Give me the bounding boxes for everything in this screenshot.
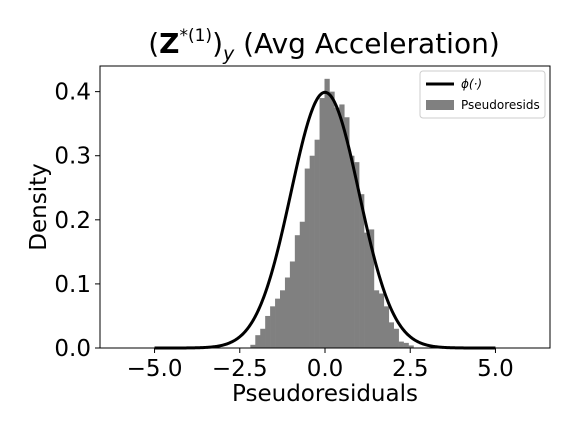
x-axis-label: Pseudoresiduals [232, 381, 418, 407]
histogram-bar [250, 344, 256, 348]
histogram-bar [339, 104, 345, 348]
legend-histogram-swatch [426, 100, 454, 110]
title-rest: (Avg Acceleration) [234, 27, 500, 60]
histogram-bar [398, 341, 404, 348]
x-axis-ticks: −5.0 −2.5 0.0 2.5 5.0 [127, 348, 514, 382]
histogram-bar [314, 139, 320, 348]
histogram-bar [334, 107, 340, 348]
title-superscript: *(1) [179, 26, 212, 46]
histogram-bar [378, 293, 385, 348]
histogram-bar [289, 261, 296, 348]
x-tick-label: 5.0 [477, 356, 514, 382]
y-tick-label: 0.4 [54, 80, 91, 106]
y-axis-ticks: 0.0 0.1 0.2 0.3 0.4 [54, 80, 100, 362]
histogram-bar [403, 342, 409, 348]
histogram-bar [260, 328, 266, 348]
histogram-bar [299, 221, 306, 348]
histogram-bar [388, 322, 394, 348]
legend: ϕ(·) Pseudoresids [419, 70, 546, 119]
chart-title: (Z*(1))y (Avg Acceleration) [148, 26, 500, 65]
histogram-bar [329, 91, 335, 348]
x-tick-label: −5.0 [127, 356, 183, 382]
histogram-bar [319, 98, 325, 348]
title-close-paren: ) [212, 27, 223, 60]
histogram-bar [255, 335, 261, 348]
histogram-bar [270, 306, 276, 348]
histogram-bar [275, 298, 281, 348]
histogram-bar [368, 229, 375, 348]
title-bold-z: Z [159, 27, 179, 60]
title-open-paren: ( [148, 27, 159, 60]
y-tick-label: 0.2 [54, 208, 91, 234]
histogram-bar [373, 290, 380, 348]
histogram-bar [324, 78, 330, 348]
histogram-bars [250, 78, 414, 349]
histogram-bar [393, 328, 399, 348]
histogram-bar [349, 155, 355, 348]
histogram-bar [383, 306, 390, 348]
y-axis-label: Density [26, 163, 52, 250]
histogram-bar [304, 168, 310, 348]
histogram-bar [344, 117, 350, 349]
x-tick-label: 2.5 [392, 356, 429, 382]
histogram-bar [359, 194, 365, 348]
normal-pdf-curve [154, 90, 496, 350]
histogram-bar [294, 235, 301, 348]
x-tick-label: −2.5 [212, 356, 268, 382]
legend-histogram-label: Pseudoresids [461, 98, 540, 112]
legend-curve-label: ϕ(·) [461, 77, 482, 91]
histogram-bar [309, 155, 315, 348]
y-tick-label: 0.0 [54, 336, 91, 362]
histogram-bar [354, 162, 360, 348]
y-tick-label: 0.3 [54, 144, 91, 170]
y-tick-label: 0.1 [54, 272, 91, 298]
histogram-bar [408, 345, 414, 348]
histogram-bar [280, 290, 286, 348]
histogram-bar [265, 315, 271, 348]
histogram-bar [364, 232, 370, 348]
histogram-bar [284, 277, 291, 348]
x-tick-label: 0.0 [307, 356, 344, 382]
title-subscript: y [222, 43, 235, 65]
